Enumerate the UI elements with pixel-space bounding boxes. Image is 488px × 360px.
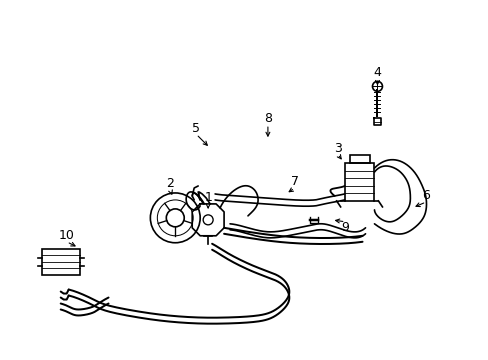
Text: 6: 6 xyxy=(422,189,429,202)
Text: 1: 1 xyxy=(204,192,212,204)
Text: 8: 8 xyxy=(264,112,271,125)
Text: 10: 10 xyxy=(59,229,75,242)
Text: 5: 5 xyxy=(192,122,200,135)
Text: 4: 4 xyxy=(373,66,381,79)
Text: 2: 2 xyxy=(166,177,174,190)
Text: 3: 3 xyxy=(333,141,341,155)
Bar xyxy=(344,163,374,201)
Text: 7: 7 xyxy=(290,175,298,189)
Text: 9: 9 xyxy=(341,221,349,234)
Bar xyxy=(41,249,80,275)
Bar xyxy=(349,155,369,163)
